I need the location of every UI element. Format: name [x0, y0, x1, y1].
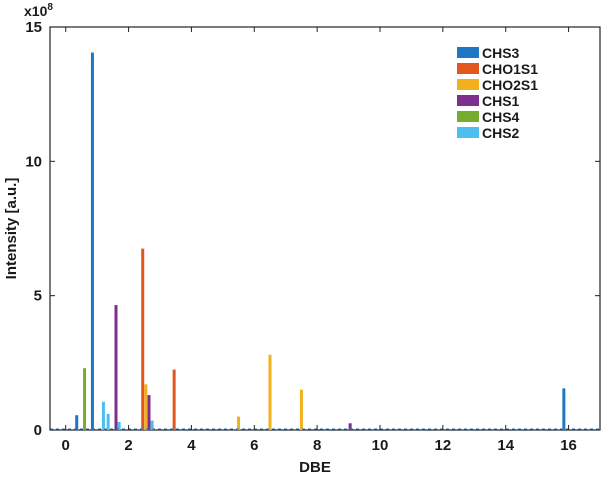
legend-swatch-cho1s1 [457, 63, 479, 74]
bar-cho2s1-1 [237, 416, 241, 430]
x-tick-label: 0 [62, 437, 70, 454]
x-tick-label: 14 [497, 437, 514, 454]
bar-cho2s1-2 [268, 354, 272, 430]
y-tick-label: 15 [25, 19, 42, 36]
bar-cho2s1-3 [299, 389, 303, 430]
bar-chs4-0 [83, 368, 87, 430]
legend-label-chs3: CHS3 [482, 45, 520, 61]
x-tick-label: 12 [435, 437, 452, 454]
legend-label-chs4: CHS4 [482, 109, 520, 125]
bar-cho2s1-0 [144, 384, 148, 430]
y-axis-exponent: x108 [24, 2, 53, 19]
bar-cho1s1-0 [141, 248, 145, 430]
x-tick-label: 10 [372, 437, 389, 454]
bar-chs3-0 [75, 415, 79, 430]
y-axis-ticks: 0 5 10 15 [25, 19, 600, 439]
x-tick-label: 4 [187, 437, 196, 454]
legend-swatch-chs2 [457, 127, 479, 138]
legend-swatch-cho2s1 [457, 79, 479, 90]
y-tick-label: 0 [34, 422, 42, 439]
bar-chs3-2 [562, 388, 566, 430]
y-tick-label: 5 [34, 288, 42, 305]
bar-chs1-1 [147, 395, 151, 430]
y-axis-title: Intensity [a.u.] [3, 178, 20, 280]
bar-chs2-0 [101, 401, 105, 430]
bars [50, 52, 600, 430]
legend-swatch-chs4 [457, 111, 479, 122]
bar-chs1-2 [348, 423, 352, 430]
legend-swatch-chs3 [457, 47, 479, 58]
x-tick-label: 8 [313, 437, 321, 454]
bar-chs2-3 [150, 420, 154, 430]
bar-chs3-1 [90, 52, 94, 430]
plot-frame [49, 26, 601, 431]
x-tick-label: 2 [124, 437, 132, 454]
x-axis-ticks: 0 2 4 6 8 10 12 14 16 [62, 27, 577, 454]
legend-label-cho1s1: CHO1S1 [482, 61, 538, 77]
bar-chs1-0 [114, 305, 118, 430]
legend-label-chs1: CHS1 [482, 93, 520, 109]
legend-label-cho2s1: CHO2S1 [482, 77, 538, 93]
x-axis-title: DBE [299, 459, 331, 476]
bar-chs2-2 [117, 421, 121, 430]
legend-label-chs2: CHS2 [482, 125, 520, 141]
x-tick-label: 16 [560, 437, 577, 454]
bar-cho1s1-1 [172, 369, 176, 430]
x-tick-label: 6 [250, 437, 258, 454]
bar-chs2-1 [106, 413, 110, 430]
y-tick-label: 10 [25, 153, 42, 170]
plot-area: 0 2 4 6 8 10 12 14 16 0 5 10 15 [25, 19, 601, 454]
legend-swatch-chs1 [457, 95, 479, 106]
